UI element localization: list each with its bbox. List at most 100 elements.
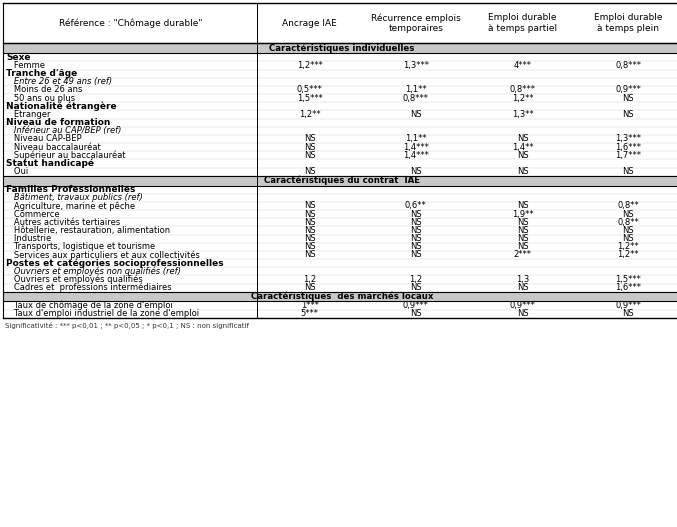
Bar [576, 267, 677, 275]
Text: 1,5***: 1,5*** [615, 275, 641, 284]
Bar [576, 61, 677, 70]
Bar [469, 61, 576, 70]
Bar [257, 159, 362, 168]
Text: NS: NS [517, 234, 529, 243]
Bar [362, 3, 469, 44]
Text: 1,1**: 1,1** [405, 85, 427, 94]
Bar [469, 259, 576, 267]
Bar [3, 168, 257, 175]
Text: NS: NS [517, 226, 529, 235]
Bar [3, 3, 257, 44]
Bar [3, 210, 257, 218]
Bar [3, 61, 257, 70]
Bar [257, 168, 362, 175]
Text: Référence : "Chômage durable": Référence : "Chômage durable" [59, 18, 202, 28]
Bar [576, 193, 677, 202]
Bar [362, 226, 469, 235]
Text: 1,1**: 1,1** [405, 134, 427, 143]
Bar [362, 61, 469, 70]
Bar [362, 159, 469, 168]
Bar [576, 126, 677, 135]
Text: 1,2: 1,2 [409, 275, 422, 284]
Bar [362, 86, 469, 94]
Bar [576, 3, 677, 44]
Text: Niveau baccalauréat: Niveau baccalauréat [6, 143, 101, 152]
Bar [257, 210, 362, 218]
Text: Familles Professionnelles: Familles Professionnelles [6, 185, 135, 194]
Text: NS: NS [304, 210, 315, 219]
Bar [362, 202, 469, 210]
Bar [362, 193, 469, 202]
Bar [576, 235, 677, 242]
Bar [576, 119, 677, 126]
Text: 4***: 4*** [514, 61, 531, 70]
Text: NS: NS [304, 201, 315, 210]
Text: Niveau de formation: Niveau de formation [6, 118, 110, 127]
Bar [3, 77, 257, 86]
Bar [362, 70, 469, 77]
Bar [576, 242, 677, 251]
Text: NS: NS [410, 210, 422, 219]
Text: Femme: Femme [6, 61, 45, 70]
Text: 1,4**: 1,4** [512, 143, 533, 152]
Bar [362, 275, 469, 284]
Bar [576, 186, 677, 193]
Bar [362, 77, 469, 86]
Bar [469, 126, 576, 135]
Text: Caractéristiques du contrat  IAE: Caractéristiques du contrat IAE [264, 176, 420, 186]
Bar [576, 102, 677, 110]
Text: NS: NS [622, 110, 634, 119]
Bar [257, 70, 362, 77]
Text: Inférieur au CAP/BEP (ref): Inférieur au CAP/BEP (ref) [6, 126, 121, 135]
Text: NS: NS [517, 218, 529, 227]
Bar [362, 119, 469, 126]
Bar [257, 119, 362, 126]
Text: Supérieur au baccalauréat: Supérieur au baccalauréat [6, 151, 126, 160]
Bar [3, 135, 257, 143]
Text: NS: NS [410, 309, 422, 318]
Text: 1,3***: 1,3*** [403, 61, 429, 70]
Text: Récurrence emplois
temporaires: Récurrence emplois temporaires [371, 13, 460, 33]
Bar [469, 119, 576, 126]
Bar [469, 242, 576, 251]
Text: Hôtellerie, restauration, alimentation: Hôtellerie, restauration, alimentation [6, 226, 170, 235]
Bar [257, 151, 362, 159]
Bar [3, 102, 257, 110]
Text: Transports, logistique et tourisme: Transports, logistique et tourisme [6, 242, 155, 251]
Bar [257, 3, 362, 44]
Text: Taux d'emploi industriel de la zone d'emploi: Taux d'emploi industriel de la zone d'em… [6, 309, 199, 318]
Bar [362, 168, 469, 175]
Bar [3, 86, 257, 94]
Text: NS: NS [517, 167, 529, 176]
Bar [3, 186, 257, 193]
Bar [469, 94, 576, 102]
Bar [469, 309, 576, 318]
Bar [469, 86, 576, 94]
Bar [3, 119, 257, 126]
Bar [257, 126, 362, 135]
Bar [3, 126, 257, 135]
Bar [576, 251, 677, 259]
Text: Industrie: Industrie [6, 234, 51, 243]
Bar [576, 168, 677, 175]
Text: Caractéristiques individuelles: Caractéristiques individuelles [269, 44, 414, 53]
Text: Etranger: Etranger [6, 110, 51, 119]
Bar [3, 44, 677, 53]
Bar [576, 53, 677, 61]
Text: 2***: 2*** [514, 250, 531, 259]
Text: Bâtiment, travaux publics (ref): Bâtiment, travaux publics (ref) [6, 193, 143, 202]
Text: 0,9***: 0,9*** [403, 301, 429, 310]
Text: Taux de chômage de la zone d'emploi: Taux de chômage de la zone d'emploi [6, 301, 173, 310]
Bar [3, 70, 257, 77]
Text: Emploi durable
à temps plein: Emploi durable à temps plein [594, 13, 663, 33]
Bar [469, 53, 576, 61]
Text: NS: NS [410, 250, 422, 259]
Bar [469, 135, 576, 143]
Text: Services aux particuliers et aux collectivités: Services aux particuliers et aux collect… [6, 250, 200, 260]
Bar [257, 86, 362, 94]
Text: 0,8***: 0,8*** [615, 61, 641, 70]
Bar [362, 301, 469, 309]
Bar [257, 251, 362, 259]
Text: NS: NS [410, 218, 422, 227]
Text: NS: NS [517, 201, 529, 210]
